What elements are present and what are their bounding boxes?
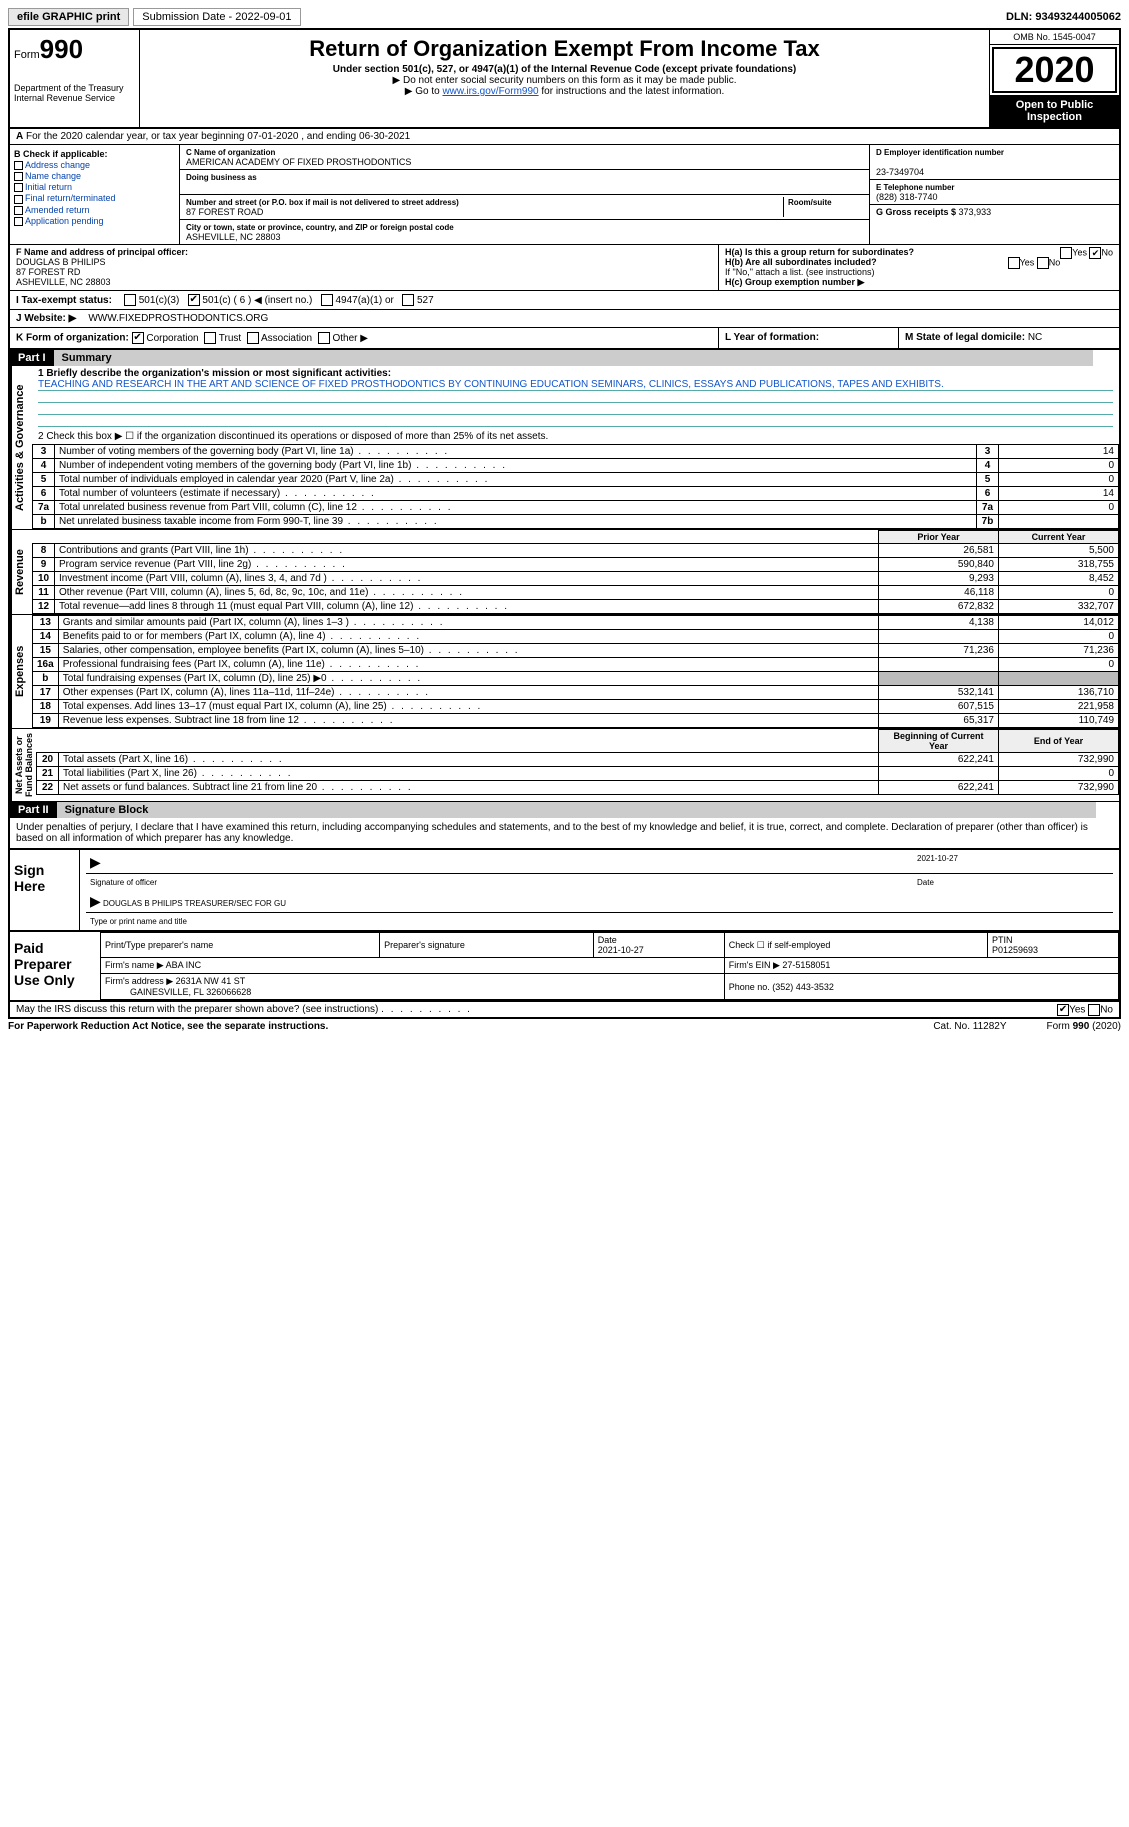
col-b-checkboxes: B Check if applicable: Address changeNam… — [10, 145, 180, 244]
q2-checkbox: 2 Check this box ▶ ☐ if the organization… — [32, 429, 1119, 444]
form-subtitle: Under section 501(c), 527, or 4947(a)(1)… — [144, 64, 985, 75]
col-c-org: C Name of organization AMERICAN ACADEMY … — [180, 145, 869, 244]
section-revenue: Revenue Prior YearCurrent Year 8Contribu… — [10, 530, 1119, 615]
dept-treasury: Department of the Treasury Internal Reve… — [14, 83, 135, 103]
city-state-zip: ASHEVILLE, NC 28803 — [186, 232, 281, 242]
gov-table: 3Number of voting members of the governi… — [32, 444, 1119, 529]
note-ssn: ▶ Do not enter social security numbers o… — [144, 75, 985, 86]
netassets-table: Beginning of Current YearEnd of Year 20T… — [36, 729, 1119, 795]
part2-header: Part IISignature Block — [10, 802, 1119, 818]
col-d-ein: D Employer identification number 23-7349… — [869, 145, 1119, 244]
tax-year: 2020 — [992, 47, 1117, 93]
row-j-website: J Website: ▶ WWW.FIXEDPROSTHODONTICS.ORG — [10, 310, 1119, 328]
k-opts: ✔ Corporation Trust Association Other ▶ — [132, 333, 371, 344]
na-body: 20Total assets (Part X, line 16)622,2417… — [37, 753, 1119, 795]
form-990-label: Form990 — [14, 34, 135, 65]
irs-link[interactable]: www.irs.gov/Form990 — [442, 86, 538, 97]
open-to-public: Open to Public Inspection — [990, 95, 1119, 127]
gov-body: 3Number of voting members of the governi… — [33, 445, 1119, 529]
paid-preparer-block: Paid Preparer Use Only Print/Type prepar… — [10, 930, 1119, 1002]
section-expenses: Expenses 13Grants and similar amounts pa… — [10, 615, 1119, 729]
submission-date: Submission Date - 2022-09-01 — [133, 8, 300, 26]
gross-receipts: 373,933 — [959, 207, 992, 217]
website: WWW.FIXEDPROSTHODONTICS.ORG — [88, 313, 268, 324]
sig-declaration: Under penalties of perjury, I declare th… — [10, 818, 1119, 848]
rev-body: 8Contributions and grants (Part VIII, li… — [33, 544, 1119, 614]
mission-text: TEACHING AND RESEARCH IN THE ART AND SCI… — [38, 379, 1113, 391]
preparer-table: Print/Type preparer's name Preparer's si… — [100, 932, 1119, 1000]
status-opts: 501(c)(3) ✔ 501(c) ( 6 ) ◀ (insert no.) … — [124, 294, 442, 306]
vlabel-governance: Activities & Governance — [10, 366, 32, 529]
b-items: Address changeName changeInitial returnF… — [14, 160, 175, 226]
expenses-table: 13Grants and similar amounts paid (Part … — [32, 615, 1119, 728]
section-governance: Activities & Governance 1 Briefly descri… — [10, 366, 1119, 530]
officer-sig-name: DOUGLAS B PHILIPS TREASURER/SEC FOR GU — [103, 899, 286, 908]
org-name: AMERICAN ACADEMY OF FIXED PROSTHODONTICS — [186, 157, 411, 167]
exp-body: 13Grants and similar amounts paid (Part … — [33, 616, 1119, 728]
form-container: Form990 Department of the Treasury Inter… — [8, 28, 1121, 1019]
note-goto: ▶ Go to www.irs.gov/Form990 for instruct… — [144, 86, 985, 97]
part1-header: Part ISummary — [10, 350, 1119, 366]
revenue-table: Prior YearCurrent Year 8Contributions an… — [32, 530, 1119, 614]
form-title: Return of Organization Exempt From Incom… — [144, 36, 985, 62]
row-klm: K Form of organization: ✔ Corporation Tr… — [10, 328, 1119, 350]
page-footer: For Paperwork Reduction Act Notice, see … — [8, 1019, 1121, 1032]
section-netassets: Net Assets orFund Balances Beginning of … — [10, 729, 1119, 802]
row-i-status: I Tax-exempt status: 501(c)(3) ✔ 501(c) … — [10, 291, 1119, 310]
discuss-row: May the IRS discuss this return with the… — [10, 1002, 1119, 1017]
vlabel-expenses: Expenses — [10, 615, 32, 728]
officer-name: DOUGLAS B PHILIPS — [16, 257, 106, 267]
dln: DLN: 93493244005062 — [1006, 11, 1121, 23]
section-bcd: B Check if applicable: Address changeNam… — [10, 145, 1119, 245]
efile-btn[interactable]: efile GRAPHIC print — [8, 8, 129, 26]
omb-number: OMB No. 1545-0047 — [990, 30, 1119, 45]
form-header: Form990 Department of the Treasury Inter… — [10, 30, 1119, 129]
sign-here-block: Sign Here ▶ 2021-10-27 Signature of offi… — [10, 848, 1119, 930]
ein: 23-7349704 — [876, 167, 924, 177]
row-a-period: A For the 2020 calendar year, or tax yea… — [10, 129, 1119, 145]
vlabel-revenue: Revenue — [10, 530, 32, 614]
street-address: 87 FOREST ROAD — [186, 207, 263, 217]
telephone: (828) 318-7740 — [876, 192, 938, 202]
top-bar: efile GRAPHIC print Submission Date - 20… — [8, 8, 1121, 26]
section-fh: F Name and address of principal officer:… — [10, 245, 1119, 291]
vlabel-netassets: Net Assets orFund Balances — [10, 729, 36, 801]
